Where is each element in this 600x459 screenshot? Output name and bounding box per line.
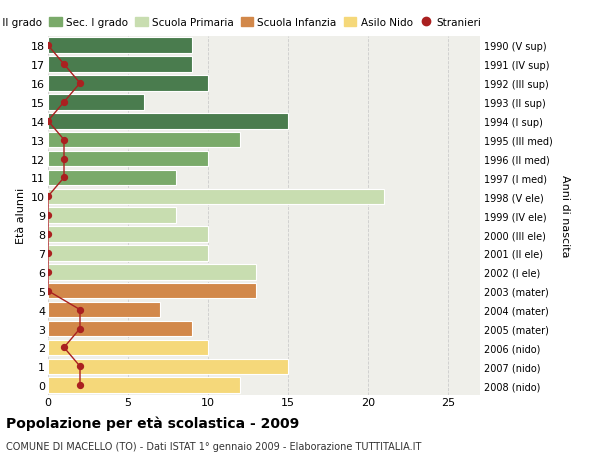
Bar [48,57,192,73]
Point [43,231,53,238]
Legend: Sec. II grado, Sec. I grado, Scuola Primaria, Scuola Infanzia, Asilo Nido, Stran: Sec. II grado, Sec. I grado, Scuola Prim… [0,18,481,28]
Point [75,80,85,88]
Bar [48,321,192,336]
Point [43,269,53,276]
Bar [48,359,288,374]
Bar [48,227,208,242]
Bar [48,264,256,280]
Point [43,193,53,201]
Point [75,325,85,332]
Point [43,118,53,125]
Point [59,99,69,106]
Point [43,212,53,219]
Bar [48,170,176,186]
Bar [48,283,256,299]
Bar [48,189,384,205]
Bar [48,76,208,91]
Bar [48,151,208,167]
Bar [48,340,208,355]
Point [43,43,53,50]
Point [59,62,69,69]
Text: Popolazione per età scolastica - 2009: Popolazione per età scolastica - 2009 [6,415,299,430]
Bar [48,378,240,393]
Bar [48,39,192,54]
Point [59,174,69,182]
Point [43,250,53,257]
Bar [48,95,144,111]
Point [75,381,85,389]
Point [59,156,69,163]
Bar [48,114,288,129]
Point [75,363,85,370]
Bar [48,208,176,224]
Text: COMUNE DI MACELLO (TO) - Dati ISTAT 1° gennaio 2009 - Elaborazione TUTTITALIA.IT: COMUNE DI MACELLO (TO) - Dati ISTAT 1° g… [6,441,421,451]
Y-axis label: Età alunni: Età alunni [16,188,26,244]
Point [43,287,53,295]
Point [59,137,69,144]
Bar [48,302,160,318]
Point [59,344,69,351]
Y-axis label: Anni di nascita: Anni di nascita [560,174,569,257]
Bar [48,246,208,261]
Point [75,306,85,313]
Bar [48,133,240,148]
